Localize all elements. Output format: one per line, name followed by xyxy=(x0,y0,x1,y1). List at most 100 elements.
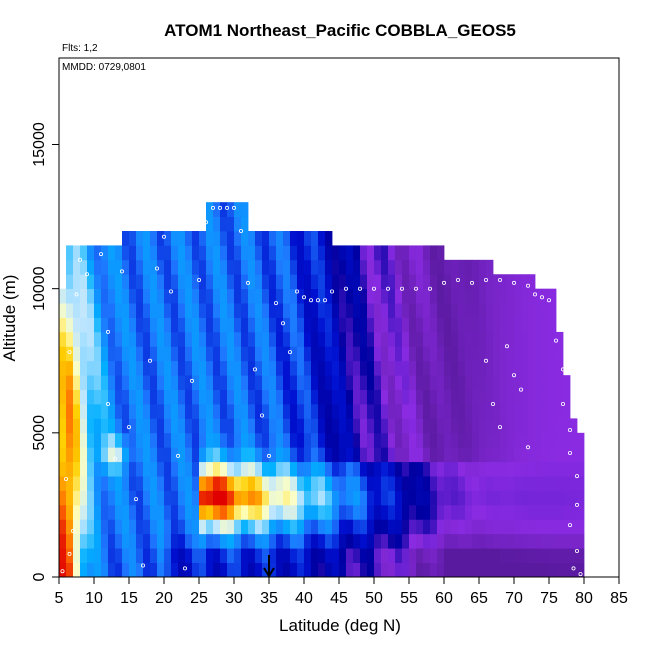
heatmap-cell xyxy=(213,418,221,434)
heatmap-cell xyxy=(94,288,102,304)
heatmap-cell xyxy=(241,331,249,347)
heatmap-cell xyxy=(542,504,550,520)
heatmap-cell xyxy=(157,504,165,520)
heatmap-cell xyxy=(304,274,312,290)
heatmap-cell xyxy=(416,432,424,448)
heatmap-cell xyxy=(388,490,396,506)
heatmap-cell xyxy=(66,288,74,304)
heatmap-cell xyxy=(269,404,277,419)
heatmap-cell xyxy=(143,476,151,491)
heatmap-cell xyxy=(542,432,550,448)
heatmap-cell xyxy=(290,317,298,333)
heatmap-cell xyxy=(430,533,438,549)
heatmap-cell xyxy=(227,331,235,347)
heatmap-cell xyxy=(311,461,319,477)
heatmap-cell xyxy=(521,548,529,563)
heatmap-cell xyxy=(227,375,235,390)
heatmap-cell xyxy=(185,490,193,506)
heatmap-cell xyxy=(528,447,536,463)
heatmap-cell xyxy=(192,461,200,477)
heatmap-cell xyxy=(458,259,466,275)
heatmap-cell xyxy=(171,476,179,491)
heatmap-cell xyxy=(115,274,123,290)
heatmap-cell xyxy=(290,303,298,318)
heatmap-cell xyxy=(472,303,480,318)
heatmap-cell xyxy=(479,432,487,448)
heatmap-cell xyxy=(514,404,522,419)
heatmap-cell xyxy=(325,346,333,362)
heatmap-cell xyxy=(346,303,354,318)
heatmap-cell xyxy=(262,375,270,390)
heatmap-cell xyxy=(374,504,382,520)
heatmap-cell xyxy=(262,259,270,275)
heatmap-cell xyxy=(276,360,284,376)
heatmap-cell xyxy=(143,548,151,563)
heatmap-cell xyxy=(577,533,585,549)
heatmap-cell xyxy=(73,504,81,520)
heatmap-cell xyxy=(318,533,326,549)
heatmap-cell xyxy=(493,360,501,376)
heatmap-cell xyxy=(493,447,501,463)
heatmap-cell xyxy=(374,562,382,578)
heatmap-cell xyxy=(269,432,277,448)
heatmap-cell xyxy=(451,331,459,347)
heatmap-cell xyxy=(101,389,109,405)
heatmap-cell xyxy=(535,504,543,520)
heatmap-cell xyxy=(402,303,410,318)
heatmap-cell xyxy=(458,447,466,463)
heatmap-cell xyxy=(248,317,256,333)
heatmap-cell xyxy=(73,259,81,275)
heatmap-cell xyxy=(255,375,263,390)
heatmap-cell xyxy=(276,288,284,304)
heatmap-cell xyxy=(297,389,305,405)
heatmap-cell xyxy=(290,476,298,491)
heatmap-cell xyxy=(213,245,221,261)
heatmap-cell xyxy=(402,461,410,477)
heatmap-cell xyxy=(94,274,102,290)
heatmap-cell xyxy=(241,317,249,333)
heatmap-cell xyxy=(213,216,221,232)
heatmap-cell xyxy=(66,461,74,477)
heatmap-cell xyxy=(325,490,333,506)
heatmap-cell xyxy=(528,375,536,390)
heatmap-cell xyxy=(444,303,452,318)
heatmap-cell xyxy=(129,461,137,477)
heatmap-cell xyxy=(388,504,396,520)
sample-point xyxy=(287,350,292,355)
heatmap-cell xyxy=(395,274,403,290)
x-tick-label: 45 xyxy=(330,590,348,607)
heatmap-cell xyxy=(185,346,193,362)
heatmap-cell xyxy=(332,548,340,563)
heatmap-cell xyxy=(556,519,564,535)
heatmap-cell xyxy=(381,331,389,347)
heatmap-cell xyxy=(549,447,557,463)
heatmap-cell xyxy=(304,490,312,506)
heatmap-cell xyxy=(437,461,445,477)
heatmap-cell xyxy=(388,562,396,578)
heatmap-cell xyxy=(514,303,522,318)
heatmap-cell xyxy=(381,389,389,405)
heatmap-cell xyxy=(199,432,207,448)
heatmap-cell xyxy=(346,476,354,491)
heatmap-cell xyxy=(248,259,256,275)
heatmap-cell xyxy=(465,432,473,448)
heatmap-cell xyxy=(171,562,179,578)
heatmap-cell xyxy=(164,490,172,506)
heatmap-cell xyxy=(136,548,144,563)
heatmap-cell xyxy=(143,346,151,362)
heatmap-cell xyxy=(122,231,130,246)
sample-point xyxy=(497,425,502,430)
heatmap-cell xyxy=(129,375,137,390)
heatmap-cell xyxy=(171,418,179,434)
heatmap-cell xyxy=(458,476,466,491)
heatmap-cell xyxy=(122,404,130,419)
heatmap-cell xyxy=(101,331,109,347)
heatmap-cell xyxy=(332,317,340,333)
heatmap-cell xyxy=(87,432,95,448)
heatmap-cell xyxy=(409,259,417,275)
heatmap-cell xyxy=(332,375,340,390)
heatmap-cell xyxy=(290,533,298,549)
heatmap-cell xyxy=(94,346,102,362)
heatmap-cell xyxy=(402,404,410,419)
heatmap-cell xyxy=(374,331,382,347)
